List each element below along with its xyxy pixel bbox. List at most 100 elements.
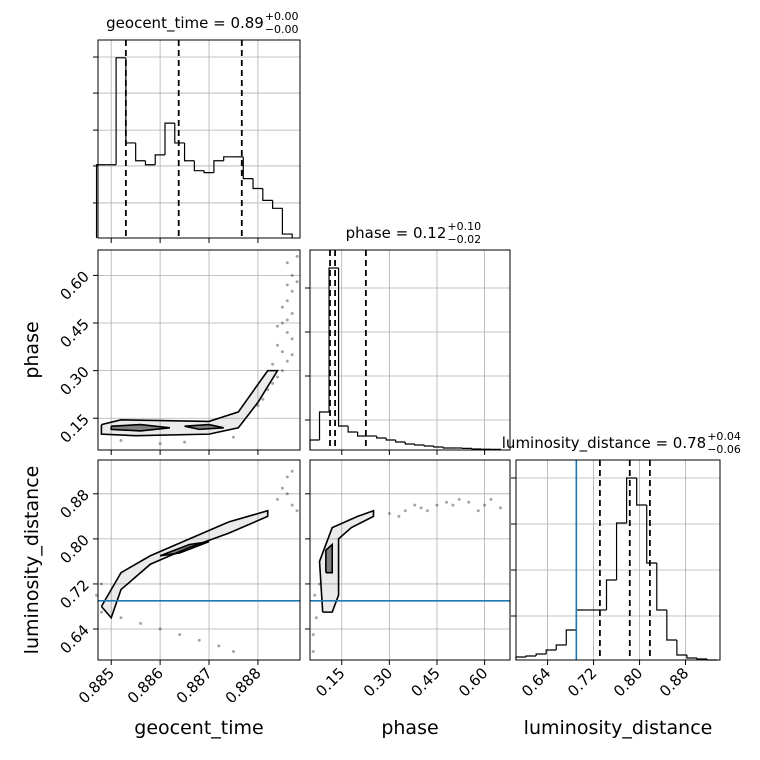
sample-point (295, 280, 299, 284)
sample-point (290, 289, 294, 293)
sample-point (99, 610, 103, 614)
sample-point (285, 283, 289, 287)
sample-point (285, 475, 289, 479)
sample-point (290, 337, 294, 341)
hist-step (135, 142, 146, 162)
sample-point (413, 503, 417, 507)
hist-step (154, 154, 166, 165)
sample-point (271, 362, 275, 366)
hist-step (318, 411, 330, 440)
hist-step (144, 160, 156, 166)
sample-point (318, 582, 322, 586)
sample-point (158, 627, 162, 631)
sample-point (290, 273, 294, 277)
hist-step (242, 156, 254, 180)
sample-point (276, 343, 280, 347)
y-axis-label: luminosity_distance (21, 466, 43, 655)
title-sup: +0.10 (447, 220, 481, 233)
sample-point (483, 503, 487, 507)
sample-point (295, 254, 299, 258)
panel-title: luminosity_distance = 0.78 (502, 434, 706, 453)
y-axis-label: phase (21, 321, 43, 378)
panel-title: phase = 0.12 (346, 224, 447, 242)
sample-point (197, 638, 201, 642)
sample-point (311, 650, 315, 654)
hist-step (686, 655, 698, 659)
sample-point (457, 497, 461, 501)
sample-point (313, 593, 317, 597)
sample-point (231, 650, 235, 654)
sample-point (276, 324, 280, 328)
sample-point (285, 318, 289, 322)
hist-step (676, 640, 687, 656)
sample-point (285, 359, 289, 363)
hist-step (213, 160, 224, 173)
x-axis-label: phase (381, 717, 438, 739)
sample-point (276, 497, 280, 501)
sample-point (290, 353, 294, 357)
sample-point (280, 486, 284, 490)
hist-step (193, 160, 205, 172)
sample-point (285, 331, 289, 335)
sample-point (290, 503, 294, 507)
contour (325, 542, 334, 574)
sample-point (178, 633, 182, 637)
hist-step (252, 178, 263, 190)
hist-step (442, 447, 453, 449)
hist-step (555, 644, 567, 650)
sample-point (285, 492, 289, 496)
sample-point (280, 321, 284, 325)
hist-step (696, 658, 708, 660)
sample-point (403, 509, 407, 513)
hist-step (203, 170, 214, 174)
sample-point (435, 503, 439, 507)
sample-point (285, 299, 289, 303)
hist-step (347, 426, 358, 433)
hist-step (262, 188, 273, 201)
sample-point (266, 388, 270, 392)
panel-frame (97, 459, 301, 661)
panel-frame (309, 249, 511, 451)
hist-step (328, 267, 339, 412)
sample-point (271, 381, 275, 385)
x-axis-label: luminosity_distance (524, 717, 713, 739)
sample-point (280, 369, 284, 373)
title-sub: −0.06 (707, 443, 741, 456)
sample-point (290, 311, 294, 315)
title-sub: −0.02 (447, 233, 481, 246)
hist-step (605, 579, 617, 610)
panel-title: geocent_time = 0.89 (106, 14, 264, 33)
hist-step (666, 610, 677, 641)
sample-point (139, 621, 143, 625)
sample-point (217, 644, 221, 648)
sample-point (256, 404, 260, 408)
contour (100, 509, 269, 620)
hist-step (414, 444, 425, 446)
hist-step (646, 505, 657, 564)
panel-frame (515, 459, 721, 661)
hist-step (272, 200, 283, 209)
hist-step (471, 448, 482, 450)
hist-step (174, 123, 185, 144)
hist-step (337, 268, 349, 427)
sample-point (419, 506, 423, 510)
sample-point (158, 442, 162, 446)
title-sup: +0.00 (265, 10, 299, 23)
contour (110, 423, 170, 432)
hist-step (95, 164, 107, 238)
hist-step (281, 208, 293, 238)
hist-step (357, 432, 368, 437)
sample-point (314, 616, 318, 620)
contour (159, 540, 210, 557)
sample-point (295, 509, 299, 513)
sample-point (498, 506, 502, 510)
sample-point (231, 435, 235, 439)
sample-point (119, 616, 123, 620)
x-axis-label: geocent_time (134, 717, 263, 739)
sample-point (445, 500, 449, 504)
title-sup: +0.04 (707, 430, 741, 443)
hist-step (395, 440, 406, 443)
sample-point (311, 633, 315, 637)
